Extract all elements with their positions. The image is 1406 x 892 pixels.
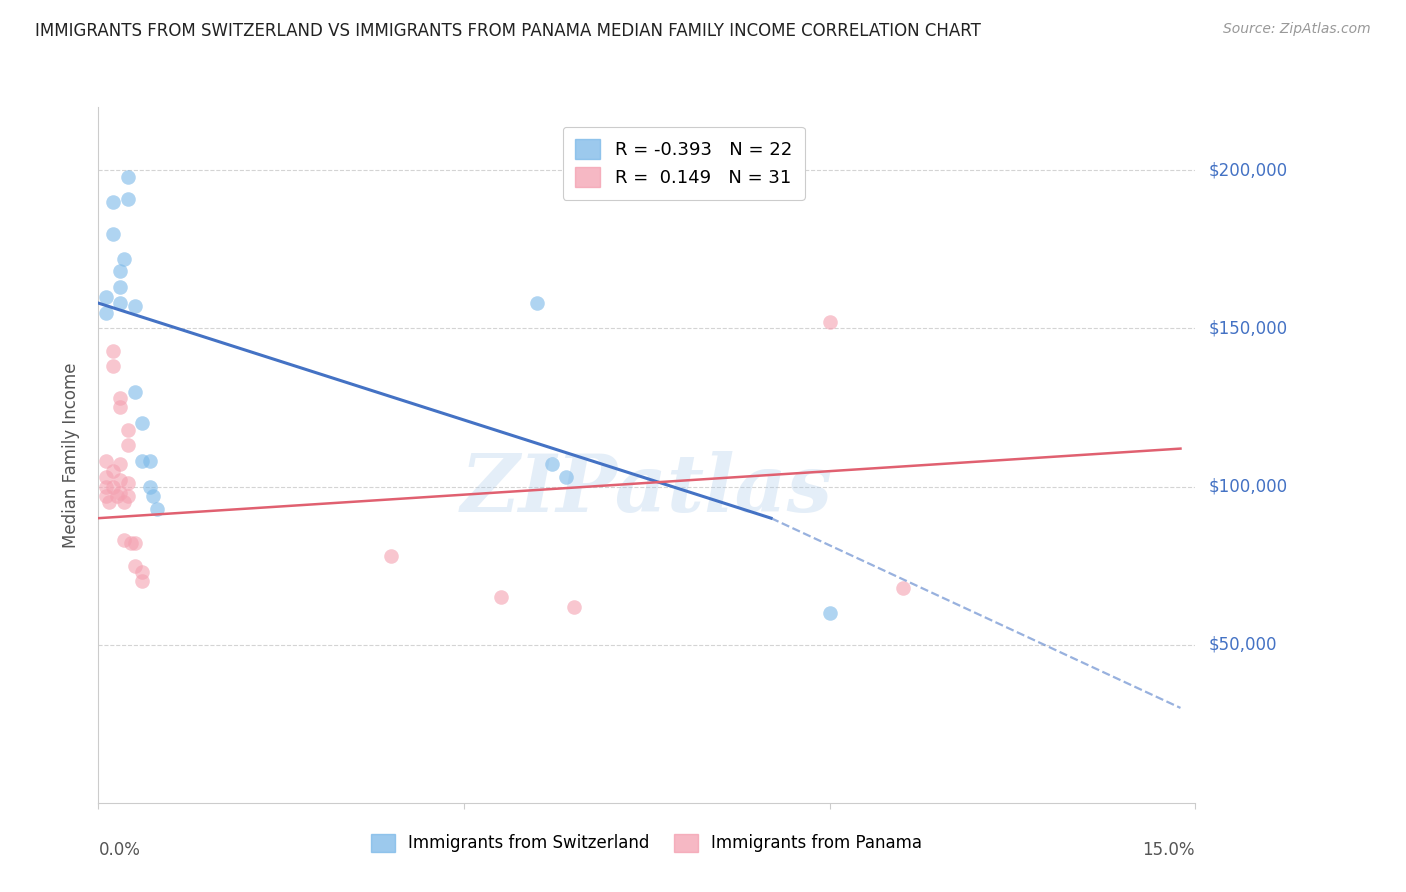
Point: [117, 438, 139, 452]
Point: [94, 470, 117, 484]
Point: [124, 384, 146, 399]
Point: [101, 479, 124, 493]
Point: [94, 489, 117, 503]
Text: $150,000: $150,000: [1209, 319, 1288, 337]
Point: [112, 252, 135, 266]
Point: [110, 458, 132, 472]
Text: 0.0%: 0.0%: [98, 841, 141, 859]
Point: [101, 343, 124, 358]
Point: [120, 536, 142, 550]
Point: [380, 549, 402, 563]
Text: ZIPatlas: ZIPatlas: [461, 451, 832, 528]
Point: [138, 479, 160, 493]
Point: [94, 290, 117, 304]
Text: Source: ZipAtlas.com: Source: ZipAtlas.com: [1223, 22, 1371, 37]
Point: [117, 489, 139, 503]
Point: [124, 536, 146, 550]
Point: [101, 464, 124, 478]
Point: [94, 479, 117, 493]
Point: [112, 495, 135, 509]
Point: [101, 359, 124, 374]
Point: [101, 194, 124, 209]
Text: IMMIGRANTS FROM SWITZERLAND VS IMMIGRANTS FROM PANAMA MEDIAN FAMILY INCOME CORRE: IMMIGRANTS FROM SWITZERLAND VS IMMIGRANT…: [35, 22, 981, 40]
Point: [818, 315, 841, 329]
Point: [110, 296, 132, 310]
Point: [131, 417, 153, 431]
Point: [138, 454, 160, 468]
Point: [112, 533, 135, 548]
Point: [94, 454, 117, 468]
Point: [131, 574, 153, 589]
Point: [117, 476, 139, 491]
Point: [146, 501, 169, 516]
Text: $100,000: $100,000: [1209, 477, 1288, 496]
Point: [818, 606, 841, 620]
Point: [526, 296, 548, 310]
Text: 15.0%: 15.0%: [1143, 841, 1195, 859]
Point: [110, 401, 132, 415]
Point: [117, 423, 139, 437]
Y-axis label: Median Family Income: Median Family Income: [62, 362, 80, 548]
Point: [131, 454, 153, 468]
Legend: Immigrants from Switzerland, Immigrants from Panama: Immigrants from Switzerland, Immigrants …: [363, 825, 931, 861]
Point: [562, 599, 585, 614]
Point: [124, 299, 146, 313]
Point: [489, 591, 512, 605]
Point: [101, 227, 124, 241]
Point: [117, 192, 139, 206]
Point: [124, 558, 146, 573]
Point: [105, 489, 128, 503]
Point: [540, 458, 562, 472]
Point: [94, 305, 117, 319]
Text: $50,000: $50,000: [1209, 636, 1278, 654]
Point: [117, 169, 139, 184]
Point: [555, 470, 578, 484]
Point: [110, 264, 132, 278]
Point: [98, 495, 121, 509]
Point: [891, 581, 914, 595]
Point: [110, 391, 132, 405]
Point: [110, 486, 132, 500]
Point: [110, 473, 132, 487]
Text: $200,000: $200,000: [1209, 161, 1288, 179]
Point: [142, 489, 165, 503]
Point: [131, 565, 153, 579]
Point: [110, 280, 132, 294]
